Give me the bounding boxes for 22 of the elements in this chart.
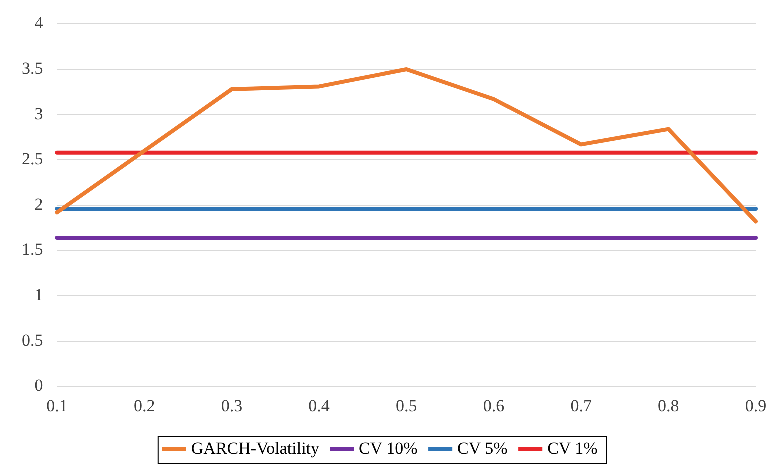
x-tick-label: 0.9 xyxy=(745,396,767,416)
y-tick-label: 4 xyxy=(34,14,44,33)
x-tick-label: 0.2 xyxy=(134,396,156,416)
x-tick-label: 0.5 xyxy=(396,396,418,416)
legend-label: CV 5% xyxy=(458,438,508,458)
x-tick-label: 0.7 xyxy=(570,396,592,416)
y-tick-label: 0.5 xyxy=(22,330,44,350)
x-tick-label: 0.3 xyxy=(221,396,243,416)
legend-label: CV 1% xyxy=(548,438,598,458)
x-tick-label: 0.8 xyxy=(658,396,680,416)
x-tick-label: 0.1 xyxy=(46,396,68,416)
y-tick-label: 3 xyxy=(34,104,44,124)
y-tick-label: 2 xyxy=(34,194,44,214)
y-tick-label: 1 xyxy=(34,285,44,304)
x-tick-label: 0.6 xyxy=(483,396,505,416)
x-tick-label: 0.4 xyxy=(308,396,330,416)
y-tick-label: 2.5 xyxy=(22,150,44,169)
legend-label: CV 10% xyxy=(359,438,418,458)
y-tick-label: 1.5 xyxy=(22,240,44,260)
legend-label: GARCH-Volatility xyxy=(191,438,320,458)
y-tick-label: 0 xyxy=(34,376,44,396)
y-tick-label: 3.5 xyxy=(22,58,44,78)
